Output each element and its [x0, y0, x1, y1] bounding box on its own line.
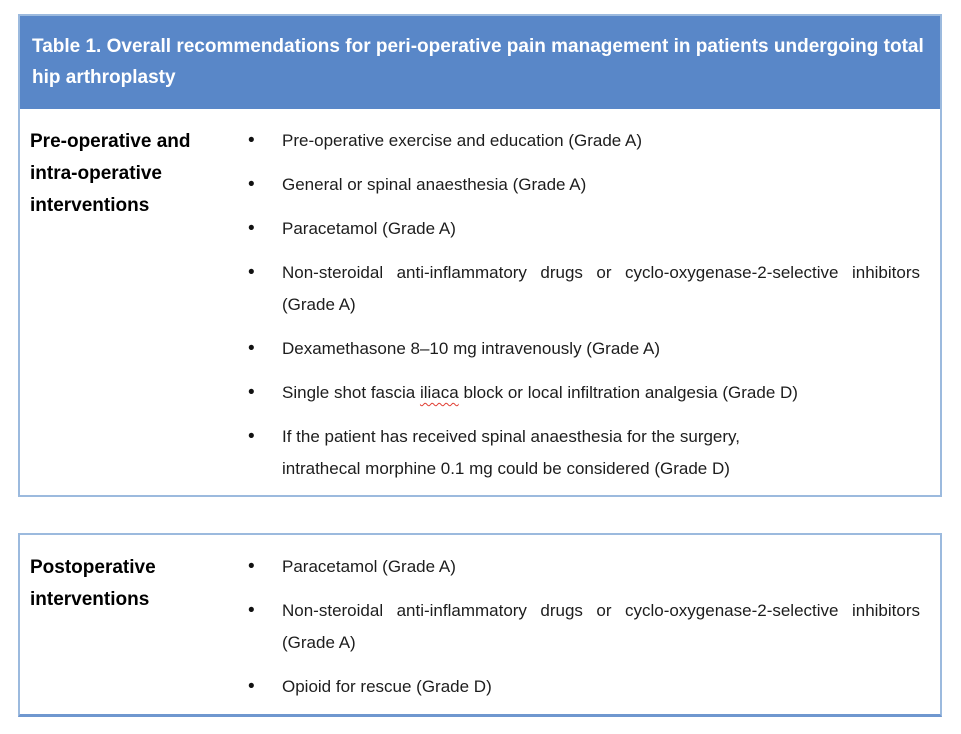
list-item: Paracetamol (Grade A)	[248, 551, 920, 583]
table-row: Pre-operative and intra-operative interv…	[20, 109, 940, 497]
list-item: Opioid for rescue (Grade D)	[248, 671, 920, 703]
bullet-list-postoperative: Paracetamol (Grade A) Non-steroidal anti…	[230, 551, 932, 715]
list-item: Non-steroidal anti-inflammatory drugs or…	[248, 257, 920, 321]
row-header-postoperative: Postoperative interventions	[30, 557, 156, 610]
table-title-bar: Table 1. Overall recommendations for per…	[20, 16, 940, 109]
table-postoperative: Postoperative interventions Paracetamol …	[18, 533, 942, 717]
row-header-preoperative: Pre-operative and intra-operative interv…	[30, 131, 191, 216]
list-item-text: Single shot fascia	[282, 383, 420, 402]
list-item: If the patient has received spinal anaes…	[248, 421, 920, 485]
list-item: Non-steroidal anti-inflammatory drugs or…	[248, 595, 920, 659]
list-item: Dexamethasone 8–10 mg intravenously (Gra…	[248, 333, 920, 365]
list-item: Pre-operative exercise and education (Gr…	[248, 125, 920, 157]
list-item-line: If the patient has received spinal anaes…	[282, 427, 741, 446]
table-preoperative: Table 1. Overall recommendations for per…	[18, 14, 942, 497]
list-item: Paracetamol (Grade A)	[248, 213, 920, 245]
misspelled-word-red-squiggle: iliaca	[419, 383, 459, 402]
table-row: Postoperative interventions Paracetamol …	[20, 535, 940, 715]
table-title: Table 1. Overall recommendations for per…	[32, 36, 924, 88]
bullet-list-preoperative: Pre-operative exercise and education (Gr…	[230, 125, 932, 497]
list-item: Single shot fascia iliaca block or local…	[248, 377, 920, 409]
list-item-line: intrathecal morphine 0.1 mg could be con…	[282, 459, 730, 478]
list-item-text: block or local infiltration analgesia (G…	[458, 383, 798, 402]
list-item: General or spinal anaesthesia (Grade A)	[248, 169, 920, 201]
